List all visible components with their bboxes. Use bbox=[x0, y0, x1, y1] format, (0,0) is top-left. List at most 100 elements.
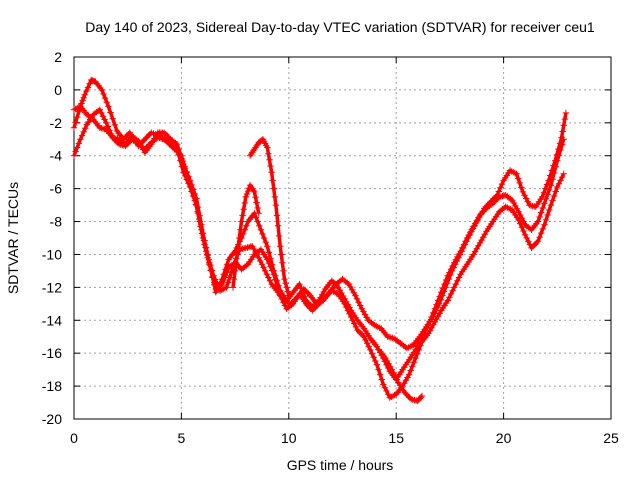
data-point-interp bbox=[514, 175, 522, 182]
data-point-interp bbox=[370, 354, 377, 361]
data-point-interp bbox=[243, 190, 251, 198]
grid-lines bbox=[74, 57, 611, 419]
data-point bbox=[463, 234, 471, 242]
data-point-interp bbox=[481, 231, 488, 238]
data-point-interp bbox=[434, 313, 442, 320]
data-point-interp bbox=[269, 177, 276, 184]
data-point-interp bbox=[542, 185, 549, 192]
data-point bbox=[96, 106, 103, 113]
data-point-interp bbox=[218, 286, 225, 293]
data-point-interp bbox=[480, 234, 487, 241]
data-point bbox=[77, 136, 84, 143]
data-point-interp bbox=[454, 253, 461, 261]
data-point-interp bbox=[267, 162, 274, 170]
data-point-interp bbox=[72, 119, 79, 126]
data-point-interp bbox=[352, 323, 360, 331]
data-point-interp bbox=[446, 269, 453, 276]
data-point-interp bbox=[243, 222, 250, 229]
data-point-interp bbox=[280, 267, 287, 275]
data-point-interp bbox=[72, 148, 79, 155]
data-point-interp bbox=[390, 369, 397, 377]
data-point-interp bbox=[385, 360, 392, 368]
data-point bbox=[509, 197, 516, 204]
data-point bbox=[547, 182, 555, 189]
data-point bbox=[401, 389, 408, 396]
data-point bbox=[285, 292, 292, 299]
data-point-interp bbox=[526, 225, 534, 232]
data-point-interp bbox=[373, 322, 380, 330]
data-point bbox=[412, 346, 419, 354]
data-point-interp bbox=[539, 225, 546, 233]
data-point-interp bbox=[202, 244, 210, 252]
data-point-interp bbox=[101, 116, 108, 123]
data-point-interp bbox=[459, 244, 466, 252]
series-track-6 bbox=[375, 346, 426, 405]
data-point bbox=[547, 201, 555, 209]
data-point-interp bbox=[542, 195, 550, 203]
data-point-interp bbox=[288, 301, 295, 309]
data-point-interp bbox=[544, 191, 551, 198]
data-point-interp bbox=[84, 84, 92, 91]
data-point-interp bbox=[109, 115, 116, 122]
data-point-interp bbox=[517, 211, 524, 219]
data-point bbox=[373, 343, 381, 350]
data-point-interp bbox=[250, 245, 258, 253]
data-point-interp bbox=[320, 288, 327, 296]
data-point-interp bbox=[376, 371, 384, 378]
data-point bbox=[161, 129, 168, 136]
data-point-interp bbox=[281, 302, 289, 309]
data-point-interp bbox=[454, 277, 461, 284]
data-point bbox=[380, 381, 387, 388]
data-point bbox=[388, 366, 396, 373]
x-tick-label: 10 bbox=[281, 430, 297, 446]
data-point-interp bbox=[507, 195, 514, 203]
data-point-interp bbox=[383, 357, 391, 365]
data-point-interp bbox=[284, 288, 291, 295]
data-point bbox=[521, 231, 529, 238]
data-point-interp bbox=[413, 350, 421, 358]
data-point bbox=[229, 284, 237, 291]
data-point-interp bbox=[452, 280, 459, 288]
data-point-interp bbox=[339, 292, 347, 300]
data-point-interp bbox=[80, 128, 87, 136]
data-point-interp bbox=[518, 215, 526, 222]
y-tick-label: -10 bbox=[42, 246, 62, 262]
data-point-interp bbox=[271, 193, 278, 201]
data-point-interp bbox=[436, 293, 443, 300]
x-tick-label: 20 bbox=[496, 430, 512, 446]
data-point-interp bbox=[539, 204, 546, 212]
data-point-interp bbox=[244, 187, 252, 195]
data-point-interp bbox=[275, 232, 283, 240]
data-point-interp bbox=[467, 229, 474, 236]
data-point-interp bbox=[529, 243, 537, 250]
data-point-interp bbox=[80, 94, 87, 101]
data-point-interp bbox=[136, 140, 144, 147]
data-point-interp bbox=[540, 189, 548, 196]
series-line bbox=[231, 183, 261, 288]
data-point bbox=[457, 248, 464, 255]
data-point-interp bbox=[402, 377, 410, 384]
data-point-interp bbox=[280, 299, 287, 306]
data-point-interp bbox=[552, 163, 559, 170]
data-point bbox=[268, 169, 275, 176]
data-point-interp bbox=[525, 238, 532, 245]
data-point-interp bbox=[207, 266, 215, 274]
data-point-interp bbox=[270, 185, 277, 192]
data-point-interp bbox=[376, 324, 383, 331]
data-point-interp bbox=[223, 261, 231, 268]
data-point bbox=[251, 188, 258, 196]
data-point-interp bbox=[275, 282, 282, 289]
data-point-interp bbox=[555, 152, 563, 159]
data-point-interp bbox=[143, 134, 150, 141]
data-point-interp bbox=[507, 206, 514, 213]
data-point-interp bbox=[413, 343, 421, 350]
series-line bbox=[72, 78, 568, 350]
y-tick-label: -18 bbox=[42, 378, 62, 394]
data-point-interp bbox=[481, 206, 488, 214]
data-point-interp bbox=[99, 113, 107, 120]
data-point-interp bbox=[239, 212, 246, 219]
data-point-interp bbox=[75, 104, 82, 111]
data-point-interp bbox=[349, 286, 356, 293]
data-point bbox=[328, 287, 335, 294]
data-point-interp bbox=[559, 128, 566, 135]
